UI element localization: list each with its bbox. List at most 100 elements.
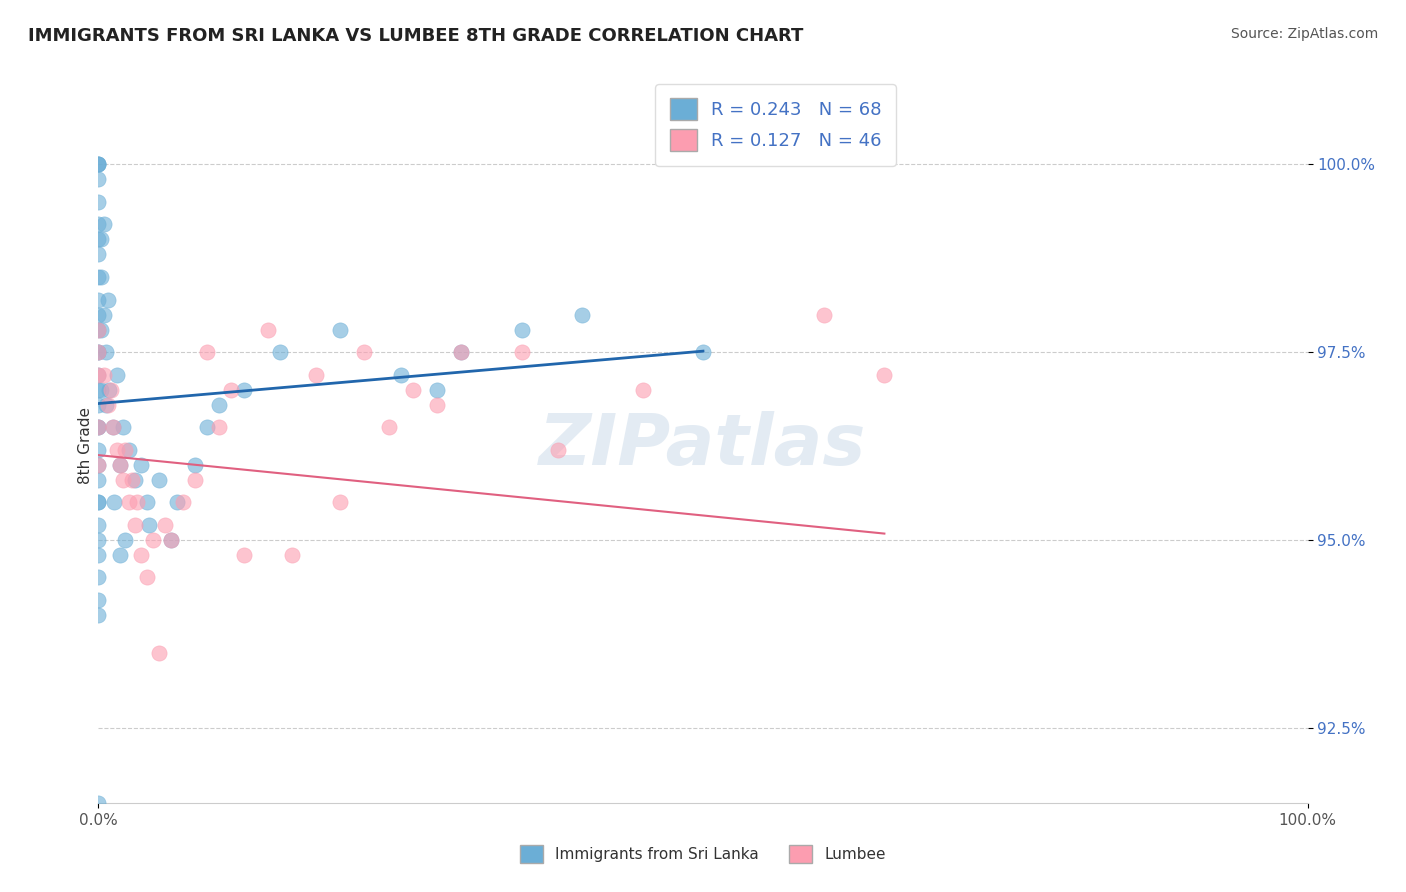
Point [87, 442, 110, 457]
Point [692, 871, 714, 885]
Point [353, 345, 375, 359]
Point [98, 383, 121, 397]
Point [402, 383, 425, 397]
Point [873, 368, 896, 382]
Point [87, 420, 110, 434]
Point [813, 308, 835, 322]
Point [97, 293, 120, 307]
Point [184, 458, 207, 472]
Point [148, 473, 170, 487]
Point [87, 345, 110, 359]
Point [90, 383, 112, 397]
Point [87, 420, 110, 434]
Point [87, 607, 110, 622]
Point [135, 495, 157, 509]
Point [87, 218, 110, 232]
Point [474, 848, 496, 863]
Point [87, 172, 110, 186]
Point [208, 398, 231, 412]
Point [87, 270, 110, 285]
Point [87, 247, 110, 261]
Point [103, 495, 125, 509]
Point [118, 495, 141, 509]
Y-axis label: 8th Grade: 8th Grade [77, 408, 93, 484]
Point [87, 517, 110, 532]
Point [93, 218, 115, 232]
Point [108, 458, 131, 472]
Point [127, 495, 149, 509]
Point [692, 345, 714, 359]
Point [571, 308, 593, 322]
Point [108, 458, 131, 472]
Point [281, 548, 304, 562]
Point [87, 322, 110, 336]
Point [114, 442, 136, 457]
Point [450, 345, 472, 359]
Text: ZIPatlas: ZIPatlas [540, 411, 866, 481]
Point [510, 345, 533, 359]
Point [87, 322, 110, 336]
Point [87, 593, 110, 607]
Point [208, 420, 231, 434]
Point [87, 308, 110, 322]
Point [172, 495, 194, 509]
Point [160, 533, 183, 547]
Point [87, 157, 110, 171]
Point [118, 442, 141, 457]
Point [87, 495, 110, 509]
Point [121, 473, 143, 487]
Point [87, 157, 110, 171]
Point [90, 322, 112, 336]
Point [105, 368, 128, 382]
Point [129, 548, 152, 562]
Point [166, 495, 188, 509]
Point [450, 345, 472, 359]
Point [142, 533, 165, 547]
Point [329, 495, 352, 509]
Legend: R = 0.243   N = 68, R = 0.127   N = 46: R = 0.243 N = 68, R = 0.127 N = 46 [655, 84, 896, 166]
Point [269, 345, 291, 359]
Point [105, 442, 128, 457]
Point [90, 270, 112, 285]
Legend: Immigrants from Sri Lanka, Lumbee: Immigrants from Sri Lanka, Lumbee [508, 832, 898, 875]
Point [148, 646, 170, 660]
Point [87, 473, 110, 487]
Point [426, 398, 449, 412]
Point [101, 420, 124, 434]
Point [510, 322, 533, 336]
Point [426, 383, 449, 397]
Point [87, 420, 110, 434]
Point [138, 517, 160, 532]
Point [97, 398, 120, 412]
Point [195, 420, 218, 434]
Point [94, 398, 117, 412]
Point [87, 796, 110, 810]
Point [195, 345, 218, 359]
Point [111, 473, 134, 487]
Point [153, 517, 176, 532]
Point [100, 383, 122, 397]
Point [87, 383, 110, 397]
Point [93, 308, 115, 322]
Point [114, 533, 136, 547]
Point [232, 548, 254, 562]
Point [184, 473, 207, 487]
Text: IMMIGRANTS FROM SRI LANKA VS LUMBEE 8TH GRADE CORRELATION CHART: IMMIGRANTS FROM SRI LANKA VS LUMBEE 8TH … [28, 27, 803, 45]
Point [87, 345, 110, 359]
Point [93, 368, 115, 382]
Point [87, 398, 110, 412]
Point [232, 383, 254, 397]
Point [87, 293, 110, 307]
Point [129, 458, 152, 472]
Point [221, 383, 243, 397]
Point [87, 345, 110, 359]
Point [94, 345, 117, 359]
Point [135, 570, 157, 584]
Point [87, 157, 110, 171]
Point [547, 442, 569, 457]
Point [111, 420, 134, 434]
Point [124, 517, 146, 532]
Point [87, 548, 110, 562]
Point [108, 548, 131, 562]
Point [87, 232, 110, 246]
